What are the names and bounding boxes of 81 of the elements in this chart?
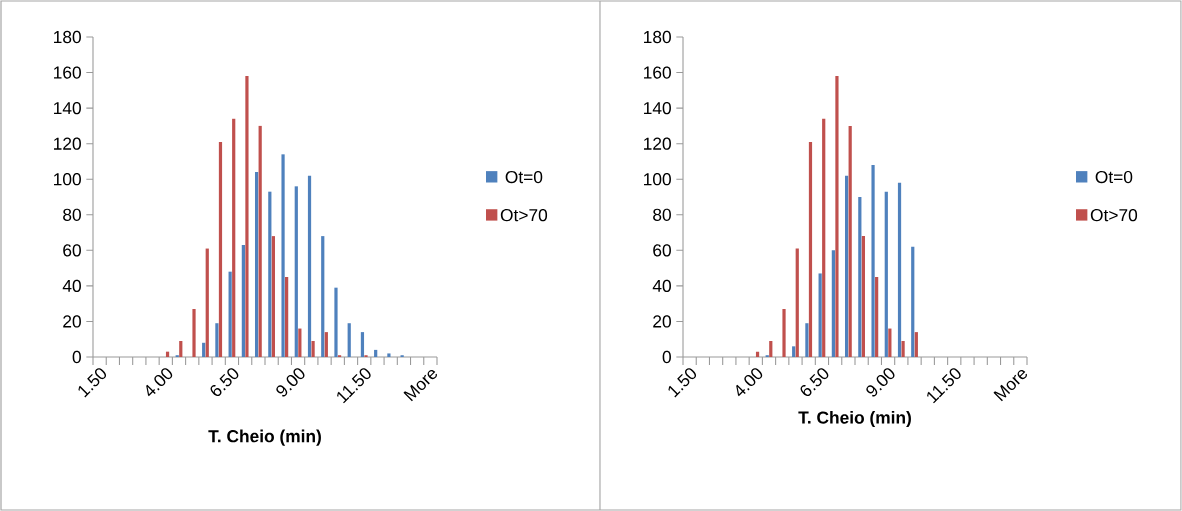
bar [848,125,852,357]
bar [298,328,302,357]
bar [254,172,259,357]
x-tick-label: 6.50 [210,368,239,397]
bar [911,246,915,357]
bar [884,191,888,357]
bar [215,323,219,357]
legend-label: Ot>70 [1090,208,1138,222]
y-tick-label: 180 [644,30,671,44]
bar [782,309,786,357]
bar [901,341,905,357]
bar [831,250,835,357]
x-tick-label: 9.00 [276,368,305,397]
bar [324,332,328,357]
x-tick-label: 9.00 [866,368,895,397]
bar [835,76,839,357]
bar [311,341,315,357]
bar [205,248,209,357]
bar [374,349,378,357]
legend-label: Ot=0 [505,170,543,184]
y-tick-label: 120 [54,137,81,150]
bar [858,197,862,357]
y-tick-label: 100 [644,173,671,186]
y-tick-label: 40 [62,279,81,293]
bar [307,175,312,357]
bar [808,141,813,357]
x-tick-label: 4.00 [146,368,173,397]
bar [795,248,799,357]
y-tick-label: 60 [63,244,81,257]
bar [281,154,285,357]
bar [285,277,289,357]
y-tick-label: 140 [54,101,81,115]
y-tick-label: 160 [644,66,671,79]
bar [271,236,276,357]
bar [914,332,918,357]
y-tick-label: 80 [63,208,81,221]
bar [228,271,232,357]
x-tick-label: 6.50 [800,368,829,397]
legend-label: Ot=0 [1095,170,1133,184]
bar [769,341,773,357]
bar [294,186,298,357]
y-tick-label: 20 [653,315,671,328]
y-tick-label: 40 [652,279,671,293]
bar [245,76,249,357]
x-axis-title: T. Cheio (min) [208,429,321,446]
y-tick-label: 0 [72,350,81,364]
y-tick-label: 20 [63,315,81,328]
bar [822,118,826,357]
bar [192,309,196,357]
bar [845,175,849,357]
bar [258,125,262,357]
y-tick-label: 60 [653,244,671,257]
x-tick-label: 4.00 [736,368,763,397]
y-tick-label: 180 [54,30,81,44]
bar [232,118,236,357]
bar [888,328,892,357]
bar [202,342,206,357]
bar [805,323,809,357]
y-tick-label: 80 [653,208,671,221]
x-axis-title: T. Cheio (min) [798,410,911,428]
bar [387,353,391,357]
bar [871,165,875,357]
bar [360,332,365,357]
bar [818,273,822,357]
bar [347,323,351,357]
bar [218,141,223,357]
y-tick-label: 0 [662,350,671,364]
y-tick-label: 140 [644,101,671,115]
y-tick-label: 100 [54,173,81,186]
bar [897,182,902,357]
bar [268,191,272,357]
y-tick-label: 120 [644,137,671,150]
y-tick-label: 160 [54,66,81,79]
bar [875,277,879,357]
bar [334,287,338,357]
bar [179,341,183,357]
bar [861,236,866,357]
bar [241,245,245,357]
bar [792,346,796,357]
legend-label: Ot>70 [500,208,548,222]
bar [321,236,325,357]
